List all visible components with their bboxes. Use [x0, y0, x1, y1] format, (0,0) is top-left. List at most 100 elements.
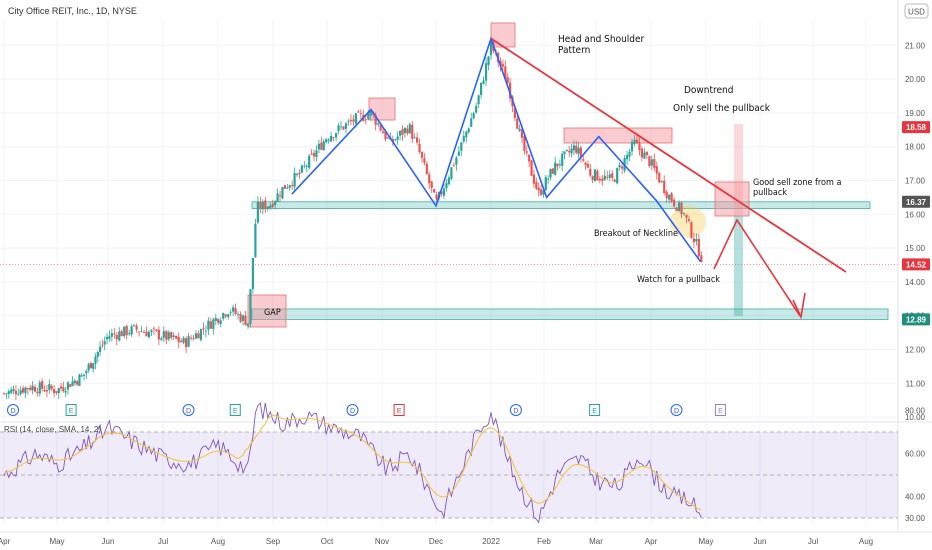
price-tick-label: 14.00 — [905, 278, 926, 287]
candle-body — [357, 111, 360, 113]
candle-body — [96, 351, 99, 357]
only-sell-label: Only sell the pullback — [673, 103, 771, 114]
candle-body — [298, 172, 301, 175]
candle-body — [551, 168, 554, 174]
month-label: Aug — [211, 537, 225, 546]
event-marker-label: D — [674, 408, 679, 415]
candle-body — [606, 176, 609, 178]
breakout-label: Breakout of Neckline — [594, 229, 678, 239]
earnings-marker — [65, 404, 77, 416]
candle-body — [244, 315, 247, 326]
candle-body — [209, 321, 212, 329]
downtrend-line — [490, 37, 847, 273]
candle-body — [78, 374, 81, 387]
event-marker-label: D — [513, 408, 518, 415]
price-tag-label: 16.37 — [906, 198, 927, 207]
candle-body — [480, 82, 483, 95]
month-label: Aug — [859, 537, 873, 546]
candle-body — [278, 195, 282, 197]
rsi-axis[interactable]: 30.00 40.00 60.00 80.00 — [905, 407, 926, 524]
candle-body — [433, 189, 436, 193]
month-label: Jun — [754, 537, 767, 546]
candle-body — [697, 239, 700, 257]
candle-body — [603, 175, 606, 180]
month-label: May — [698, 537, 713, 546]
candle-body — [293, 172, 296, 187]
candlesticks — [2, 38, 703, 401]
candle-body — [105, 337, 109, 340]
price-tick-label: 10.00 — [905, 413, 926, 422]
candle-body — [558, 164, 561, 166]
breakout-highlight — [670, 206, 706, 238]
candle-body — [89, 362, 93, 369]
candle-body — [82, 374, 86, 376]
earnings-marker — [393, 404, 405, 416]
candle-body — [508, 82, 512, 99]
candle-body — [288, 185, 291, 188]
candle-body — [31, 385, 34, 391]
candle-body — [281, 187, 284, 199]
candle-body — [367, 114, 370, 120]
candle-body — [462, 136, 465, 142]
event-marker-label: D — [186, 408, 191, 415]
month-label: Oct — [321, 537, 334, 546]
candle-body — [194, 333, 198, 339]
rsi-tick-label: 60.00 — [905, 450, 926, 459]
month-label: Jul — [158, 537, 168, 546]
candle-body — [586, 164, 590, 168]
price-tick-label: 20.00 — [905, 75, 926, 84]
candle-body — [520, 129, 524, 138]
candle-body — [87, 364, 90, 371]
rsi-tick-label: 30.00 — [905, 514, 926, 523]
candle-body — [192, 338, 195, 340]
rsi-panel — [0, 402, 898, 524]
event-marker-label: E — [233, 408, 238, 415]
candle-body — [364, 119, 367, 121]
candle-body — [442, 188, 446, 196]
candle-body — [94, 356, 97, 364]
candle-body — [413, 137, 416, 139]
currency-badge[interactable] — [904, 3, 929, 19]
time-axis[interactable]: Apr May Jun Jul Aug Sep Oct Nov Dec 2022 Feb Mar Apr… — [0, 537, 873, 546]
candle-body — [616, 168, 619, 184]
candle-body — [344, 123, 348, 129]
dividend-marker — [346, 404, 359, 416]
candle-body — [611, 173, 614, 179]
dividend-marker — [182, 404, 195, 416]
candle-body — [381, 131, 385, 134]
candle-body — [160, 338, 163, 340]
month-label: 2022 — [482, 537, 500, 546]
candle-body — [41, 381, 44, 389]
candle-body — [530, 160, 533, 176]
candle-body — [628, 151, 631, 157]
candle-body — [423, 158, 426, 163]
price-axis[interactable]: 10.0011.0012.0013.0014.0015.0016.0017.00… — [0, 0, 932, 533]
price-tick-label: 21.00 — [905, 41, 926, 50]
candle-body — [315, 150, 318, 158]
candle-body — [317, 143, 320, 150]
candle-body — [334, 133, 338, 138]
candle-body — [572, 145, 575, 151]
candle-body — [291, 184, 294, 186]
candle-body — [487, 56, 490, 65]
candle-body — [308, 155, 311, 168]
candle-body — [523, 136, 526, 151]
dividend-marker — [7, 404, 19, 416]
candle-body — [234, 308, 237, 314]
candle-body — [120, 331, 123, 337]
candle-body — [596, 170, 599, 181]
event-marker-label: D — [10, 408, 15, 415]
candle-body — [484, 63, 488, 81]
price-tag-label: 14.52 — [906, 260, 927, 269]
candle-body — [401, 129, 404, 135]
candle-body — [447, 177, 451, 185]
candle-body — [327, 139, 330, 141]
candle-body — [167, 332, 170, 340]
price-tag-badge — [902, 121, 930, 134]
risk-bar — [734, 124, 743, 216]
candle-body — [29, 387, 32, 390]
watch-label: Watch for a pullback — [637, 275, 720, 285]
price-tag-badge — [902, 258, 930, 271]
candle-body — [518, 128, 521, 131]
